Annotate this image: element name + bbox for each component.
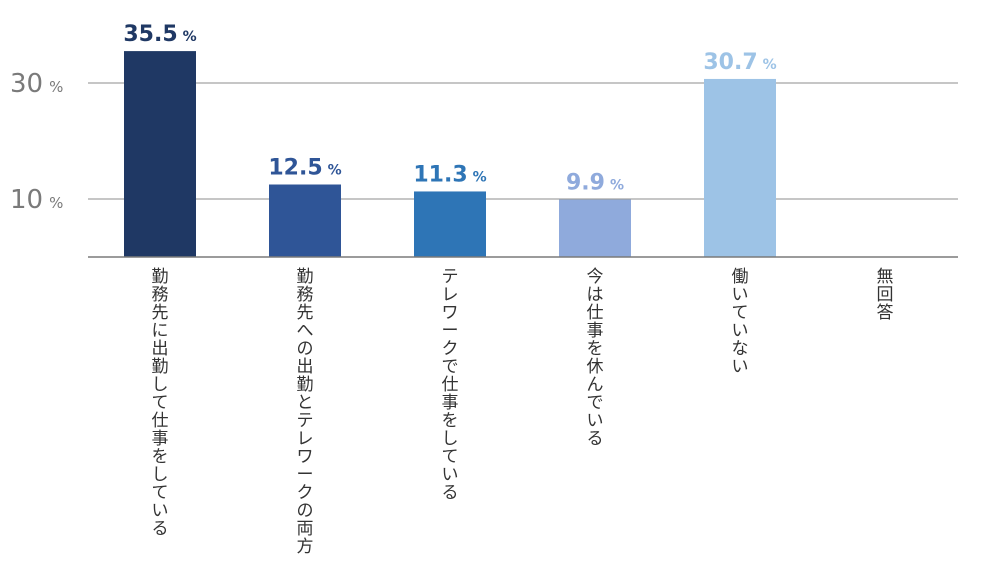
- bar: [124, 51, 196, 257]
- data-label: 35.5%: [123, 22, 196, 47]
- bar: [704, 78, 776, 257]
- category-label: 勤務先に出勤して仕事をしている: [152, 267, 169, 539]
- data-label: 12.5%: [268, 156, 341, 181]
- y-tick-label: 30%: [10, 69, 63, 99]
- category-label: 働いていない: [732, 267, 749, 377]
- bar: [414, 191, 486, 257]
- category-label: 勤務先への出勤とテレワークの両方: [297, 267, 314, 557]
- y-tick-label: 10%: [10, 185, 63, 215]
- data-label: 9.9%: [566, 171, 624, 196]
- category-label: 今は仕事を休んでいる: [587, 267, 604, 449]
- bar: [559, 199, 631, 257]
- bar: [269, 184, 341, 257]
- category-label: テレワークで仕事をしている: [442, 267, 459, 503]
- category-label: 無回答: [877, 267, 894, 323]
- data-label: 30.7%: [703, 50, 776, 75]
- data-label: 11.3%: [413, 162, 486, 187]
